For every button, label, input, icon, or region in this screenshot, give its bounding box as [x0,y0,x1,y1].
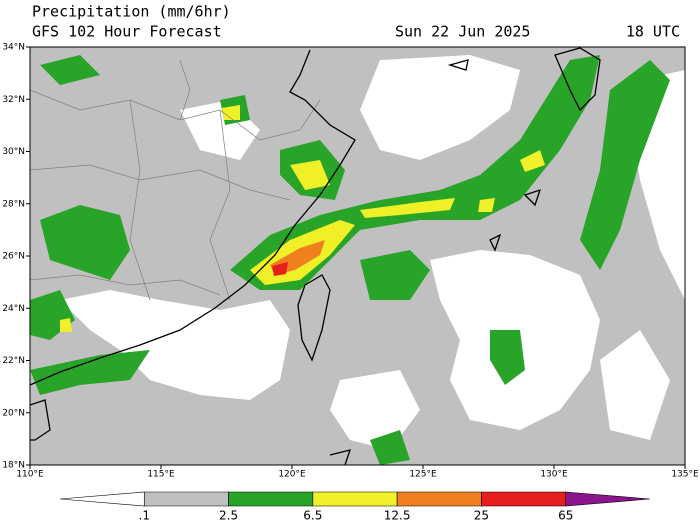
lat-label: 34°N [2,43,25,53]
lat-label: 24°N [2,304,25,314]
lat-label: 22°N [2,356,25,366]
lat-label: 26°N [2,252,25,262]
province-borders [30,59,321,301]
coastlines [30,47,601,465]
map-field [30,47,685,465]
colorbar-segment [481,491,567,507]
colorbar-segment [396,491,482,507]
lon-label: 125°E [409,470,437,480]
lon-label: 130°E [540,470,568,480]
lon-label: 135°E [671,470,699,480]
colorbar-segment [228,491,314,507]
lat-label: 18°N [2,461,25,471]
title: Precipitation (mm/6hr) [32,3,231,21]
colorbar-label: 12.5 [384,509,411,523]
colorbar-segment [143,491,229,507]
colorbar-segment [312,491,398,507]
colorbar-segment [59,491,145,507]
lat-label: 32°N [2,95,25,105]
colorbar-label: .1 [139,509,150,523]
colorbar-label: 2.5 [219,509,238,523]
colorbar-segment [565,491,651,507]
lat-label: 20°N [2,408,25,418]
colorbar-label: 6.5 [303,509,322,523]
subtitle: GFS 102 Hour Forecast [32,23,222,41]
lon-label: 120°E [278,470,306,480]
precip-intense [270,240,325,276]
colorbar-label: 65 [558,509,573,523]
time: 18 UTC [626,23,680,41]
lon-label: 115°E [147,470,175,480]
colorbar-label: 25 [474,509,489,523]
lat-label: 30°N [2,147,25,157]
date: Sun 22 Jun 2025 [395,23,530,41]
lat-label: 28°N [2,199,25,209]
lon-label: 110°E [16,470,44,480]
